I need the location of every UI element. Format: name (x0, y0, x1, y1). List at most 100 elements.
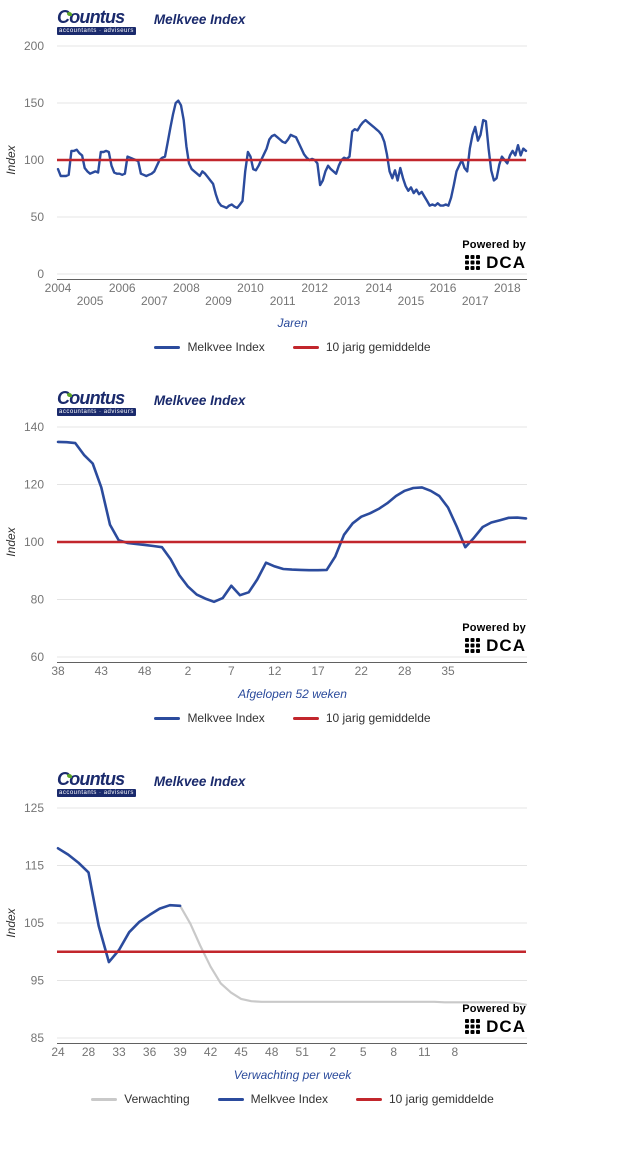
y-tick-label: 115 (25, 859, 44, 873)
y-tick-label: 50 (31, 210, 45, 224)
countus-logo-name: Countus (57, 768, 125, 789)
x-tick-label: 48 (138, 664, 152, 678)
y-tick-label: 105 (24, 916, 44, 930)
x-tick-label: 51 (296, 1045, 310, 1059)
chart-svg-verwachting[interactable]: 85 95 105 115 125 Index 24 28 33 36 39 42 45 48 51 2 5 8 1… (0, 800, 625, 1062)
x-tick-label: 2007 (141, 294, 168, 308)
leaf-icon (67, 392, 72, 397)
dca-brand: DCA (486, 636, 526, 655)
x-tick-label: 24 (51, 1045, 65, 1059)
y-tick-label: 60 (31, 650, 45, 664)
powered-by-label: Powered by (462, 622, 526, 634)
chart-card-verwachting: Countus accountants · adviseurs Melkvee … (0, 762, 625, 1106)
legend-swatch-gemiddelde (356, 1097, 382, 1101)
x-axis-title: Jaren (277, 316, 308, 330)
powered-by-label: Powered by (462, 239, 526, 251)
leaf-icon (67, 773, 72, 778)
x-tick-label: 8 (390, 1045, 397, 1059)
x-tick-label: 2011 (270, 294, 296, 308)
powered-by: Powered by DCA (462, 622, 526, 656)
powered-by: Powered by DCA (462, 239, 526, 273)
y-tick-label: 140 (24, 420, 44, 434)
dca-grid-icon (465, 255, 481, 270)
countus-logo-subtitle: accountants · adviseurs (57, 26, 136, 35)
legend-swatch-melkvee-index (217, 1097, 244, 1101)
x-tick-label: 33 (112, 1045, 126, 1059)
chart-card-52-weken: Countus accountants · adviseurs Melkvee … (0, 381, 625, 725)
countus-logo-name: Countus (57, 6, 125, 27)
chart-card-jaren: Countus accountants · adviseurs Melkvee … (0, 0, 625, 354)
x-tick-label: 28 (398, 664, 412, 678)
x-tick-label: 2006 (109, 281, 136, 295)
x-tick-label: 5 (360, 1045, 367, 1059)
countus-logo: Countus accountants · adviseurs (57, 770, 136, 797)
chart-svg-jaren[interactable]: 0 50 100 150 200 Index 2004 2005 2006 2007 2008 200… (0, 38, 625, 310)
x-tick-label: 43 (95, 664, 109, 678)
y-tick-label: 100 (24, 535, 44, 549)
y-tick-label: 125 (24, 801, 44, 815)
x-tick-label: 2014 (366, 281, 393, 295)
leaf-icon (67, 11, 72, 16)
legend: Melkvee Index 10 jarig gemiddelde (0, 711, 585, 725)
dca-grid-icon (465, 1019, 481, 1034)
x-tick-label: 17 (311, 664, 325, 678)
legend-item-gemiddelde: 10 jarig gemiddelde (292, 340, 431, 354)
legend-label-melkvee-index: Melkvee Index (187, 340, 265, 354)
y-tick-label: 95 (31, 974, 45, 988)
legend-label-gemiddelde: 10 jarig gemiddelde (325, 711, 431, 725)
x-tick-label: 45 (234, 1045, 248, 1059)
legend-swatch-gemiddelde (292, 716, 319, 720)
x-tick-label: 2005 (77, 294, 104, 308)
x-tick-label: 2010 (237, 281, 264, 295)
dca-grid-icon (465, 638, 481, 653)
countus-logo-subtitle: accountants · adviseurs (57, 407, 136, 416)
y-tick-label: 120 (24, 478, 44, 492)
countus-logo-subtitle: accountants · adviseurs (57, 788, 136, 797)
series-line-verwachting (179, 904, 528, 1006)
chart-header: Countus accountants · adviseurs Melkvee … (0, 762, 625, 800)
y-axis-title: Index (4, 144, 18, 174)
legend-item-gemiddelde: 10 jarig gemiddelde (292, 711, 431, 725)
x-tick-label: 2015 (398, 294, 425, 308)
legend-label-melkvee-index: Melkvee Index (187, 711, 265, 725)
x-tick-label: 42 (204, 1045, 218, 1059)
x-tick-label: 35 (441, 664, 455, 678)
x-tick-label: 2012 (301, 281, 328, 295)
x-tick-label: 2016 (430, 281, 457, 295)
legend-item-gemiddelde: 10 jarig gemiddelde (356, 1092, 494, 1106)
x-tick-label: 12 (268, 664, 282, 678)
y-tick-label: 85 (31, 1031, 45, 1045)
y-tick-label: 200 (24, 39, 44, 53)
x-tick-label: 2004 (45, 281, 72, 295)
y-tick-label: 0 (37, 267, 44, 281)
x-tick-label: 22 (355, 664, 369, 678)
y-tick-label: 80 (31, 593, 45, 607)
y-tick-label: 150 (24, 96, 44, 110)
x-tick-label: 2013 (333, 294, 360, 308)
legend-label-verwachting: Verwachting (124, 1092, 190, 1106)
x-tick-label: 28 (82, 1045, 96, 1059)
legend-swatch-verwachting (91, 1097, 118, 1101)
x-tick-label: 39 (173, 1045, 187, 1059)
countus-logo-name: Countus (57, 387, 125, 408)
legend-label-gemiddelde: 10 jarig gemiddelde (325, 340, 431, 354)
legend-label-melkvee-index: Melkvee Index (250, 1092, 328, 1106)
x-tick-label: 2018 (494, 281, 521, 295)
legend-swatch-gemiddelde (292, 345, 319, 349)
chart-header: Countus accountants · adviseurs Melkvee … (0, 0, 625, 38)
legend-item-melkvee-index: Melkvee Index (217, 1092, 328, 1106)
legend-label-gemiddelde: 10 jarig gemiddelde (389, 1092, 494, 1106)
y-tick-label: 100 (24, 153, 44, 167)
x-tick-label: 11 (418, 1045, 431, 1059)
countus-logo: Countus accountants · adviseurs (57, 389, 136, 416)
chart-header: Countus accountants · adviseurs Melkvee … (0, 381, 625, 419)
chart-svg-52-weken[interactable]: 60 80 100 120 140 Index 38 43 48 2 7 12 17 22 28 35 (0, 419, 625, 681)
powered-by: Powered by DCA (462, 1003, 526, 1037)
legend-swatch-melkvee-index (154, 716, 181, 720)
x-tick-label: 38 (51, 664, 65, 678)
x-axis-title: Verwachting per week (233, 1068, 352, 1082)
x-tick-label: 2 (329, 1045, 336, 1059)
dca-brand: DCA (486, 253, 526, 272)
chart-title: Melkvee Index (153, 392, 246, 408)
